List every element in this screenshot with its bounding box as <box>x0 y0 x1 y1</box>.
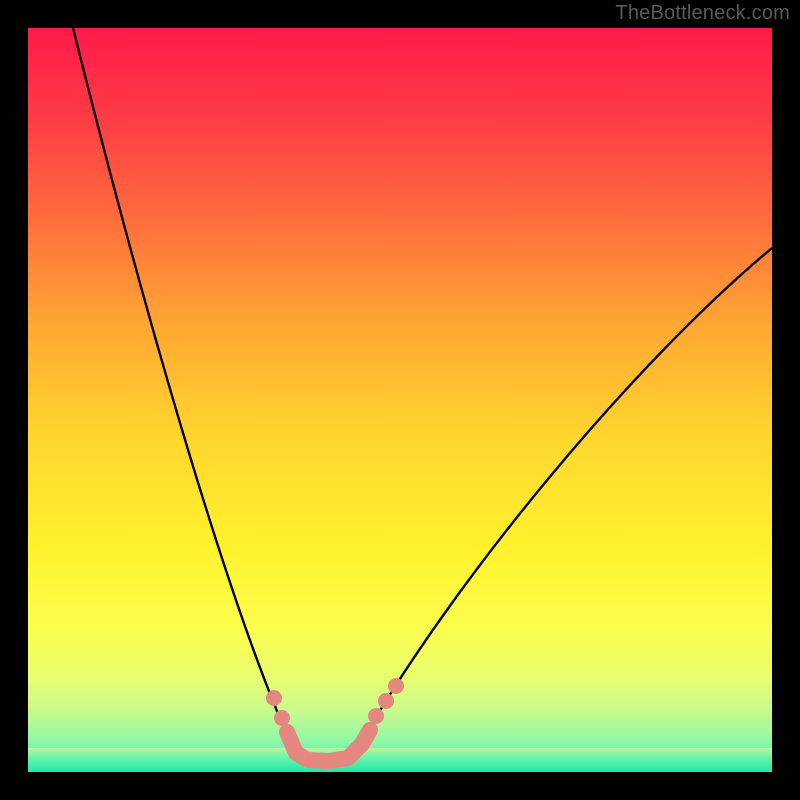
gradient-background <box>28 28 772 772</box>
green-band <box>28 748 772 772</box>
marker-dot <box>368 708 384 724</box>
marker-dot <box>266 690 282 706</box>
chart-svg <box>28 28 772 772</box>
marker-dot <box>388 678 404 694</box>
chart-plot-area <box>28 28 772 772</box>
marker-dot <box>378 693 394 709</box>
watermark-text: TheBottleneck.com <box>615 2 790 25</box>
marker-dot <box>274 710 290 726</box>
